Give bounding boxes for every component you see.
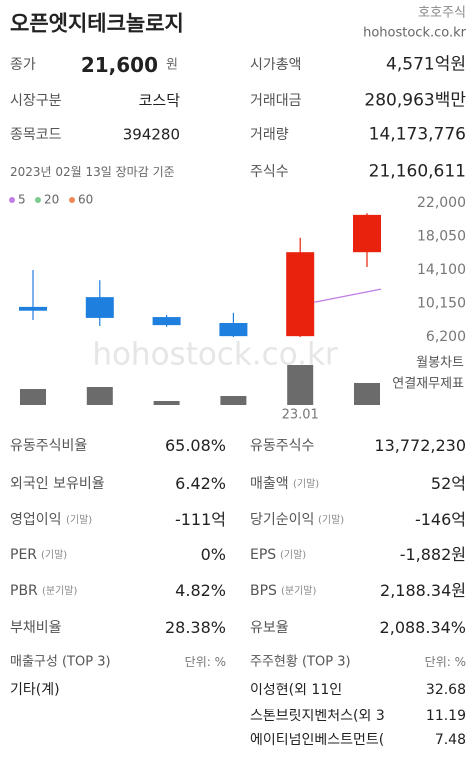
label: 시장구분	[10, 93, 62, 109]
holder-name: 스톤브릿지벤처스(외 3	[250, 709, 385, 723]
tag: (기말)	[318, 515, 345, 526]
value: 52억	[430, 474, 466, 493]
value: 21,160,611	[368, 161, 466, 182]
unit: 단위: %	[184, 655, 226, 669]
brand: 호호주식	[418, 5, 466, 21]
label: EPS	[250, 547, 277, 563]
legend-dot	[35, 197, 41, 203]
holder-name: 이성현(외 11인	[250, 683, 343, 697]
volume-bar	[220, 396, 247, 405]
section-title: 매출구성 (TOP 3)	[10, 654, 111, 670]
label: 당기순이익	[250, 512, 315, 528]
candle-body	[85, 297, 114, 318]
price: 21,600	[80, 53, 158, 77]
label: BPS	[250, 583, 277, 599]
value: 280,963백만	[364, 90, 466, 111]
label: 종가	[10, 57, 36, 73]
value: 코스닥	[138, 91, 180, 110]
candle-body	[19, 306, 47, 311]
value: -146억	[414, 510, 466, 529]
legend-dot	[69, 197, 75, 203]
label: 거래량	[250, 127, 289, 143]
side-label: 연결재무제표	[392, 377, 464, 392]
tag: (분기말)	[281, 586, 317, 597]
value: 394280	[122, 125, 180, 144]
holder-value: 11.19	[425, 708, 466, 724]
volume-bar	[86, 387, 113, 405]
candle-body	[286, 252, 315, 337]
value: -1,882원	[399, 545, 466, 564]
label: 유동주식비율	[10, 438, 88, 454]
candle-body	[152, 317, 181, 326]
value: 13,772,230	[374, 436, 466, 455]
label: 외국인 보유비율	[10, 476, 105, 492]
label: 영업이익	[10, 512, 62, 528]
label: 유보율	[250, 620, 289, 636]
y-tick-label: 22,000	[417, 195, 466, 211]
tag: (기말)	[66, 515, 93, 526]
ma-line	[314, 288, 382, 303]
volume-bar	[287, 365, 314, 405]
legend-label: 5	[18, 193, 26, 207]
value: 14,173,776	[368, 124, 466, 145]
label: 매출액	[250, 476, 289, 492]
label: 시가총액	[250, 57, 302, 73]
legend-label: 20	[44, 193, 59, 207]
tag: (기말)	[41, 550, 68, 561]
label: PBR	[10, 583, 38, 599]
candle-body	[219, 323, 248, 337]
candle-body	[353, 214, 381, 253]
unit: 원	[166, 57, 178, 73]
section-title: 주주현황 (TOP 3)	[250, 654, 351, 670]
value: -111억	[174, 510, 226, 529]
holder-name: 에이티넘인베스트먼트(	[250, 733, 385, 747]
site: hohostock.co.kr	[363, 25, 466, 41]
x-tick-label: 23.01	[282, 408, 319, 423]
value: 65.08%	[164, 436, 226, 455]
value: 4,571억원	[386, 54, 466, 75]
tag: (분기말)	[42, 586, 78, 597]
legend-dot	[9, 197, 15, 203]
side-label: 월봉차트	[416, 356, 464, 371]
label: 주식수	[250, 164, 289, 180]
volume-bar	[153, 401, 180, 405]
note: 2023년 02월 13일 장마감 기준	[10, 165, 175, 179]
label: 거래대금	[250, 93, 302, 109]
value: 28.38%	[164, 618, 226, 637]
legend-label: 60	[78, 193, 93, 207]
tag: (기말)	[293, 479, 320, 490]
holder-value: 32.68	[425, 682, 466, 698]
y-tick-label: 10,150	[417, 296, 466, 312]
label: 유동주식수	[250, 438, 315, 454]
tag: (기말)	[280, 550, 307, 561]
label: 종목코드	[10, 127, 62, 143]
holder-value: 7.48	[434, 732, 466, 748]
title: 오픈엣지테크놀로지	[10, 11, 184, 36]
y-tick-label: 14,100	[417, 262, 466, 278]
volume-bar	[20, 389, 46, 405]
unit: 단위: %	[424, 655, 466, 669]
value: 0%	[200, 545, 226, 564]
value: 6.42%	[175, 474, 226, 493]
y-tick-label: 18,050	[417, 229, 466, 245]
value: 2,088.34%	[379, 618, 466, 637]
value: 2,188.34원	[380, 581, 466, 600]
label: 부채비율	[10, 620, 62, 636]
value: 4.82%	[175, 581, 226, 600]
y-tick-label: 6,200	[426, 329, 466, 345]
volume-bar	[354, 383, 380, 405]
sales-name: 기타(계)	[10, 682, 60, 698]
label: PER	[10, 547, 38, 563]
